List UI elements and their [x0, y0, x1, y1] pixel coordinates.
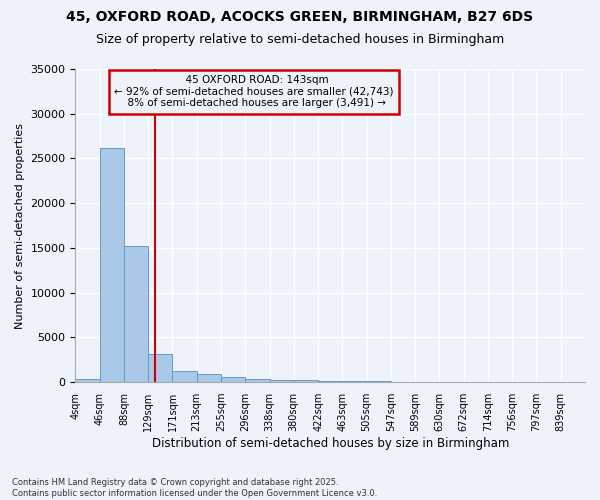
Text: Size of property relative to semi-detached houses in Birmingham: Size of property relative to semi-detach…	[96, 32, 504, 46]
Y-axis label: Number of semi-detached properties: Number of semi-detached properties	[15, 122, 25, 328]
Bar	[197, 374, 221, 382]
Bar	[148, 354, 172, 382]
Bar	[76, 378, 100, 382]
Bar	[269, 380, 294, 382]
Text: 45, OXFORD ROAD, ACOCKS GREEN, BIRMINGHAM, B27 6DS: 45, OXFORD ROAD, ACOCKS GREEN, BIRMINGHA…	[67, 10, 533, 24]
X-axis label: Distribution of semi-detached houses by size in Birmingham: Distribution of semi-detached houses by …	[152, 437, 509, 450]
Text: Contains HM Land Registry data © Crown copyright and database right 2025.
Contai: Contains HM Land Registry data © Crown c…	[12, 478, 377, 498]
Bar	[124, 246, 148, 382]
Bar	[100, 148, 124, 382]
Bar	[245, 378, 269, 382]
Bar	[343, 381, 367, 382]
Bar	[172, 372, 197, 382]
Bar	[318, 381, 343, 382]
Text: 45 OXFORD ROAD: 143sqm
← 92% of semi-detached houses are smaller (42,743)
  8% o: 45 OXFORD ROAD: 143sqm ← 92% of semi-det…	[114, 76, 394, 108]
Bar	[294, 380, 318, 382]
Bar	[221, 377, 245, 382]
